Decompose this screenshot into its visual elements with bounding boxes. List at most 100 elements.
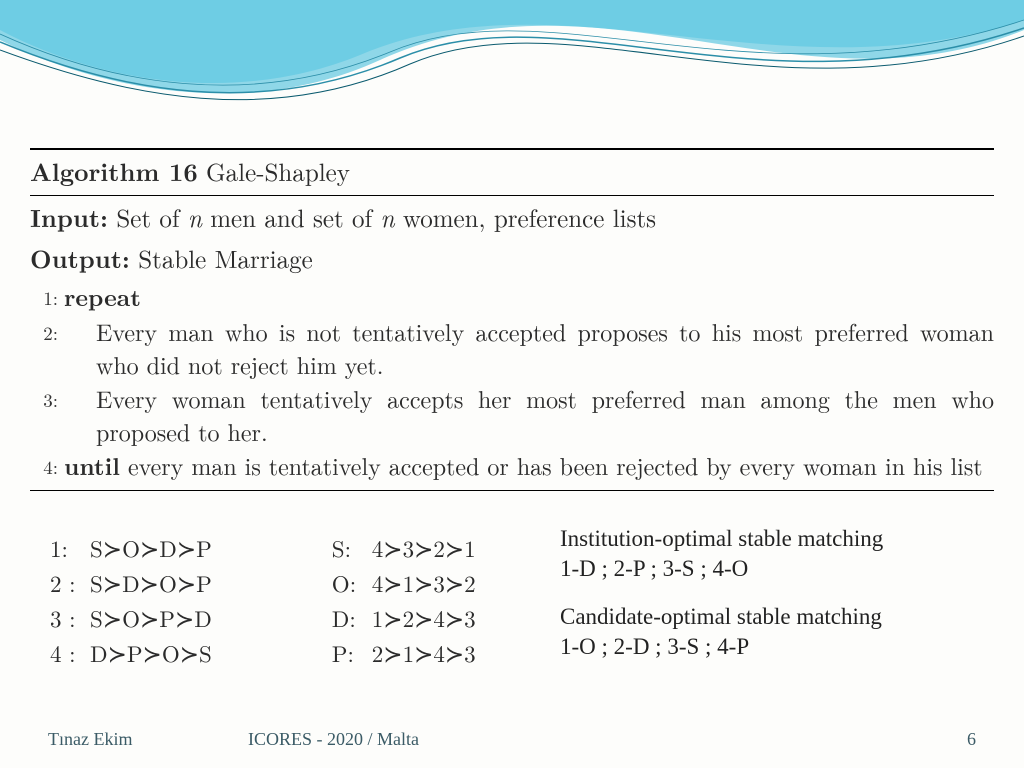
preference-row: O:4≻1≻3≻2 bbox=[332, 565, 476, 600]
header-wave bbox=[0, 0, 1024, 150]
preference-row: 1:S≻O≻D≻P bbox=[50, 530, 212, 565]
preference-item: 1 bbox=[403, 566, 415, 599]
preference-row: P:2≻1≻4≻3 bbox=[332, 635, 476, 670]
preference-row: D:1≻2≻4≻3 bbox=[332, 600, 476, 635]
preference-label: P: bbox=[332, 636, 372, 669]
preference-order: S≻D≻O≻P bbox=[90, 566, 212, 599]
input-n-1: n bbox=[188, 200, 202, 235]
succ-icon: ≻ bbox=[383, 537, 402, 562]
preferences-left-col: 1:S≻O≻D≻P2 :S≻D≻O≻P3 :S≻O≻P≻D4 :D≻P≻O≻S bbox=[50, 530, 212, 670]
preference-label: 3 : bbox=[50, 601, 90, 634]
preference-item: P bbox=[196, 531, 212, 564]
preference-label: 2 : bbox=[50, 566, 90, 599]
preference-item: S bbox=[90, 531, 103, 564]
candidate-matching: 1-O ; 2-D ; 3-S ; 4-P bbox=[560, 632, 883, 662]
succ-icon: ≻ bbox=[445, 537, 464, 562]
wave-svg bbox=[0, 0, 1024, 150]
succ-icon: ≻ bbox=[143, 642, 162, 667]
preference-row: 2 :S≻D≻O≻P bbox=[50, 565, 212, 600]
preference-row: 3 :S≻O≻P≻D bbox=[50, 600, 212, 635]
algorithm-box: Algorithm 16 Gale-Shapley Input: Set of … bbox=[30, 148, 994, 491]
algorithm-step: 3: Every woman tentatively accepts her mo… bbox=[30, 380, 994, 447]
input-line: Input: Set of n men and set of n women, … bbox=[30, 196, 994, 237]
succ-icon: ≻ bbox=[140, 537, 159, 562]
preference-item: 2 bbox=[464, 566, 476, 599]
succ-icon: ≻ bbox=[445, 572, 464, 597]
rule-bottom bbox=[30, 490, 994, 491]
succ-icon: ≻ bbox=[383, 607, 402, 632]
succ-icon: ≻ bbox=[140, 607, 159, 632]
succ-icon: ≻ bbox=[177, 572, 196, 597]
preference-item: 1 bbox=[464, 531, 476, 564]
step-keyword: until bbox=[64, 449, 120, 483]
succ-icon: ≻ bbox=[414, 607, 433, 632]
preference-item: 3 bbox=[403, 531, 415, 564]
preference-item: 2 bbox=[372, 636, 384, 669]
institution-optimal: Institution-optimal stable matching 1-D … bbox=[560, 524, 883, 584]
preference-item: 1 bbox=[403, 636, 415, 669]
preference-order: 4≻1≻3≻2 bbox=[372, 566, 476, 599]
preference-row: 4 :D≻P≻O≻S bbox=[50, 635, 212, 670]
preference-lists: 1:S≻O≻D≻P2 :S≻D≻O≻P3 :S≻O≻P≻D4 :D≻P≻O≻S … bbox=[50, 530, 476, 670]
succ-icon: ≻ bbox=[103, 572, 122, 597]
step-number: 2: bbox=[30, 315, 64, 380]
step-number: 3: bbox=[30, 382, 64, 447]
succ-icon: ≻ bbox=[383, 572, 402, 597]
candidate-optimal: Candidate-optimal stable matching 1-O ; … bbox=[560, 602, 883, 662]
succ-icon: ≻ bbox=[445, 642, 464, 667]
succ-icon: ≻ bbox=[414, 642, 433, 667]
output-line: Output: Stable Marriage bbox=[30, 237, 994, 278]
output-text: Stable Marriage bbox=[138, 241, 312, 276]
input-text-c: women, preference lists bbox=[395, 200, 656, 235]
preference-order: D≻P≻O≻S bbox=[90, 636, 212, 669]
input-keyword: Input: bbox=[30, 200, 108, 235]
preference-item: 4 bbox=[372, 566, 384, 599]
succ-icon: ≻ bbox=[175, 607, 194, 632]
preference-item: P bbox=[127, 636, 143, 669]
step-number: 1: bbox=[30, 280, 64, 313]
output-keyword: Output: bbox=[30, 241, 130, 276]
preference-label: 1: bbox=[50, 531, 90, 564]
step-body: repeat bbox=[64, 280, 994, 313]
preference-label: D: bbox=[332, 601, 372, 634]
succ-icon: ≻ bbox=[103, 607, 122, 632]
step-keyword: repeat bbox=[64, 280, 141, 314]
preference-item: 2 bbox=[403, 601, 415, 634]
preference-label: 4 : bbox=[50, 636, 90, 669]
preference-item: D bbox=[159, 531, 177, 564]
footer-author: Tınaz Ekim bbox=[48, 729, 132, 750]
preference-label: S: bbox=[332, 531, 372, 564]
succ-icon: ≻ bbox=[108, 642, 127, 667]
step-body: until every man is tentatively accepted … bbox=[64, 449, 994, 482]
wave-mid-fill bbox=[0, 0, 1024, 83]
algorithm-name: Gale-Shapley bbox=[206, 154, 350, 189]
algorithm-number: Algorithm 16 bbox=[30, 154, 198, 189]
step-text: Every woman tentatively accepts her most… bbox=[96, 381, 994, 447]
preference-order: S≻O≻P≻D bbox=[90, 601, 212, 634]
preference-item: 4 bbox=[433, 601, 445, 634]
preference-item: D bbox=[122, 566, 140, 599]
succ-icon: ≻ bbox=[383, 642, 402, 667]
preference-item: D bbox=[90, 636, 108, 669]
preference-item: 3 bbox=[464, 601, 476, 634]
preference-item: 1 bbox=[372, 601, 384, 634]
algorithm-step: 1:repeat bbox=[30, 278, 994, 313]
step-text: every man is tentatively accepted or has… bbox=[120, 448, 983, 482]
preference-order: 4≻3≻2≻1 bbox=[372, 531, 476, 564]
algorithm-step: 2:Every man who is not tentatively accep… bbox=[30, 313, 994, 380]
preference-item: O bbox=[122, 601, 140, 634]
succ-icon: ≻ bbox=[414, 572, 433, 597]
preference-item: S bbox=[90, 601, 103, 634]
algorithm-title-line: Algorithm 16 Gale-Shapley bbox=[30, 150, 994, 195]
preference-order: S≻O≻D≻P bbox=[90, 531, 212, 564]
footer-venue: ICORES - 2020 / Malta bbox=[248, 729, 419, 750]
input-text-b: men and set of bbox=[202, 200, 381, 235]
input-text-a: Set of bbox=[116, 200, 188, 235]
preference-item: P bbox=[196, 566, 212, 599]
succ-icon: ≻ bbox=[140, 572, 159, 597]
succ-icon: ≻ bbox=[445, 607, 464, 632]
succ-icon: ≻ bbox=[177, 537, 196, 562]
preference-label: O: bbox=[332, 566, 372, 599]
preference-item: S bbox=[199, 636, 212, 669]
preference-item: D bbox=[194, 601, 212, 634]
